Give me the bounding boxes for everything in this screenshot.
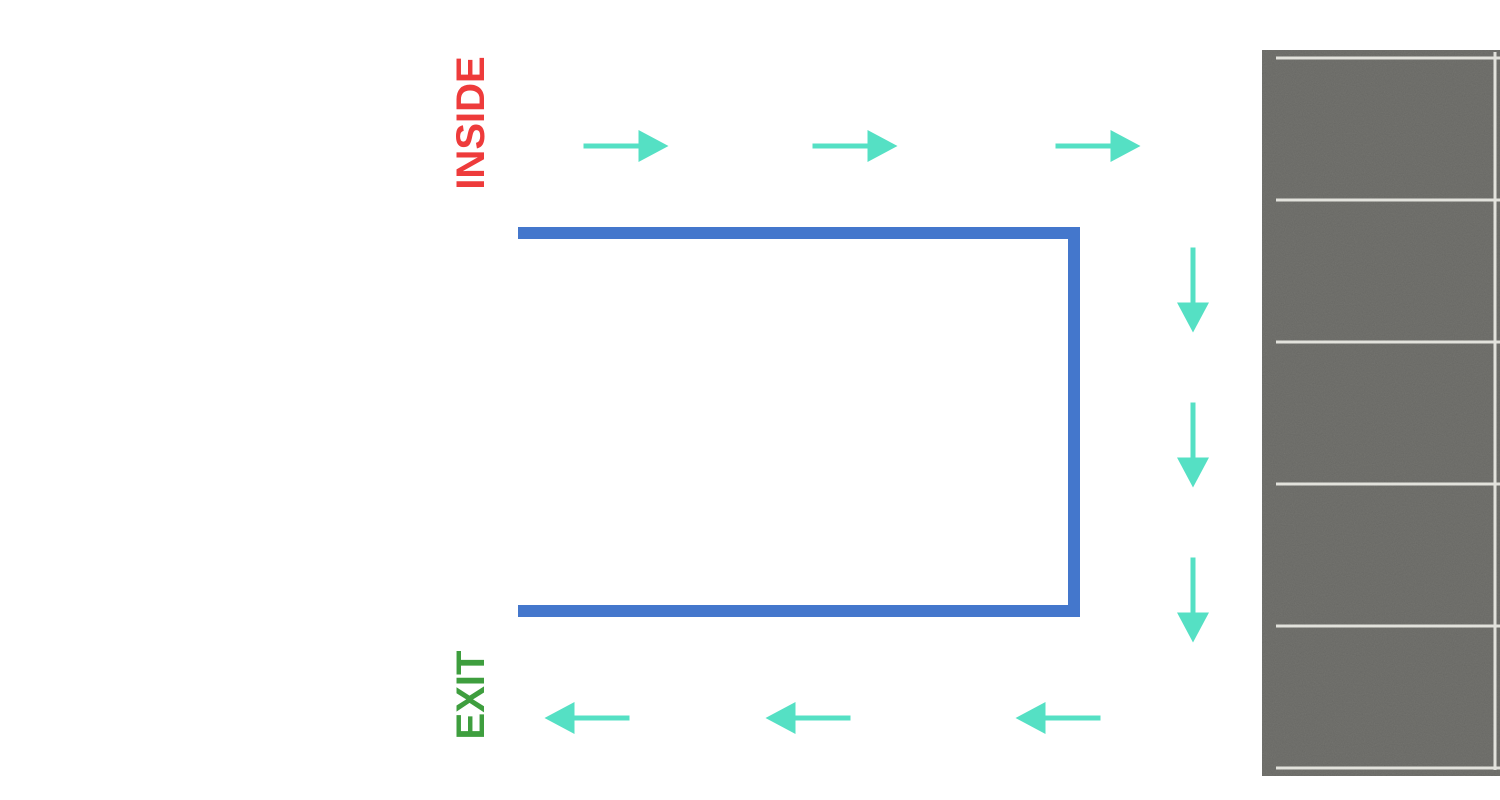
arrow-down-icon — [1177, 557, 1209, 643]
arrow-down-icon — [1177, 247, 1209, 333]
parking-lot — [1262, 50, 1500, 776]
exit-label-text: EXIT — [449, 650, 493, 740]
arrow-left-icon — [765, 702, 851, 734]
arrow-down-icon — [1177, 402, 1209, 488]
arrow-right-icon — [1055, 130, 1141, 162]
lane-path — [518, 227, 1080, 617]
arrow-left-icon — [544, 702, 630, 734]
arrow-left-icon — [1015, 702, 1101, 734]
inside-label-text: INSIDE — [449, 56, 493, 190]
arrow-right-icon — [583, 130, 669, 162]
asphalt-surface — [1262, 50, 1500, 776]
arrow-right-icon — [812, 130, 898, 162]
